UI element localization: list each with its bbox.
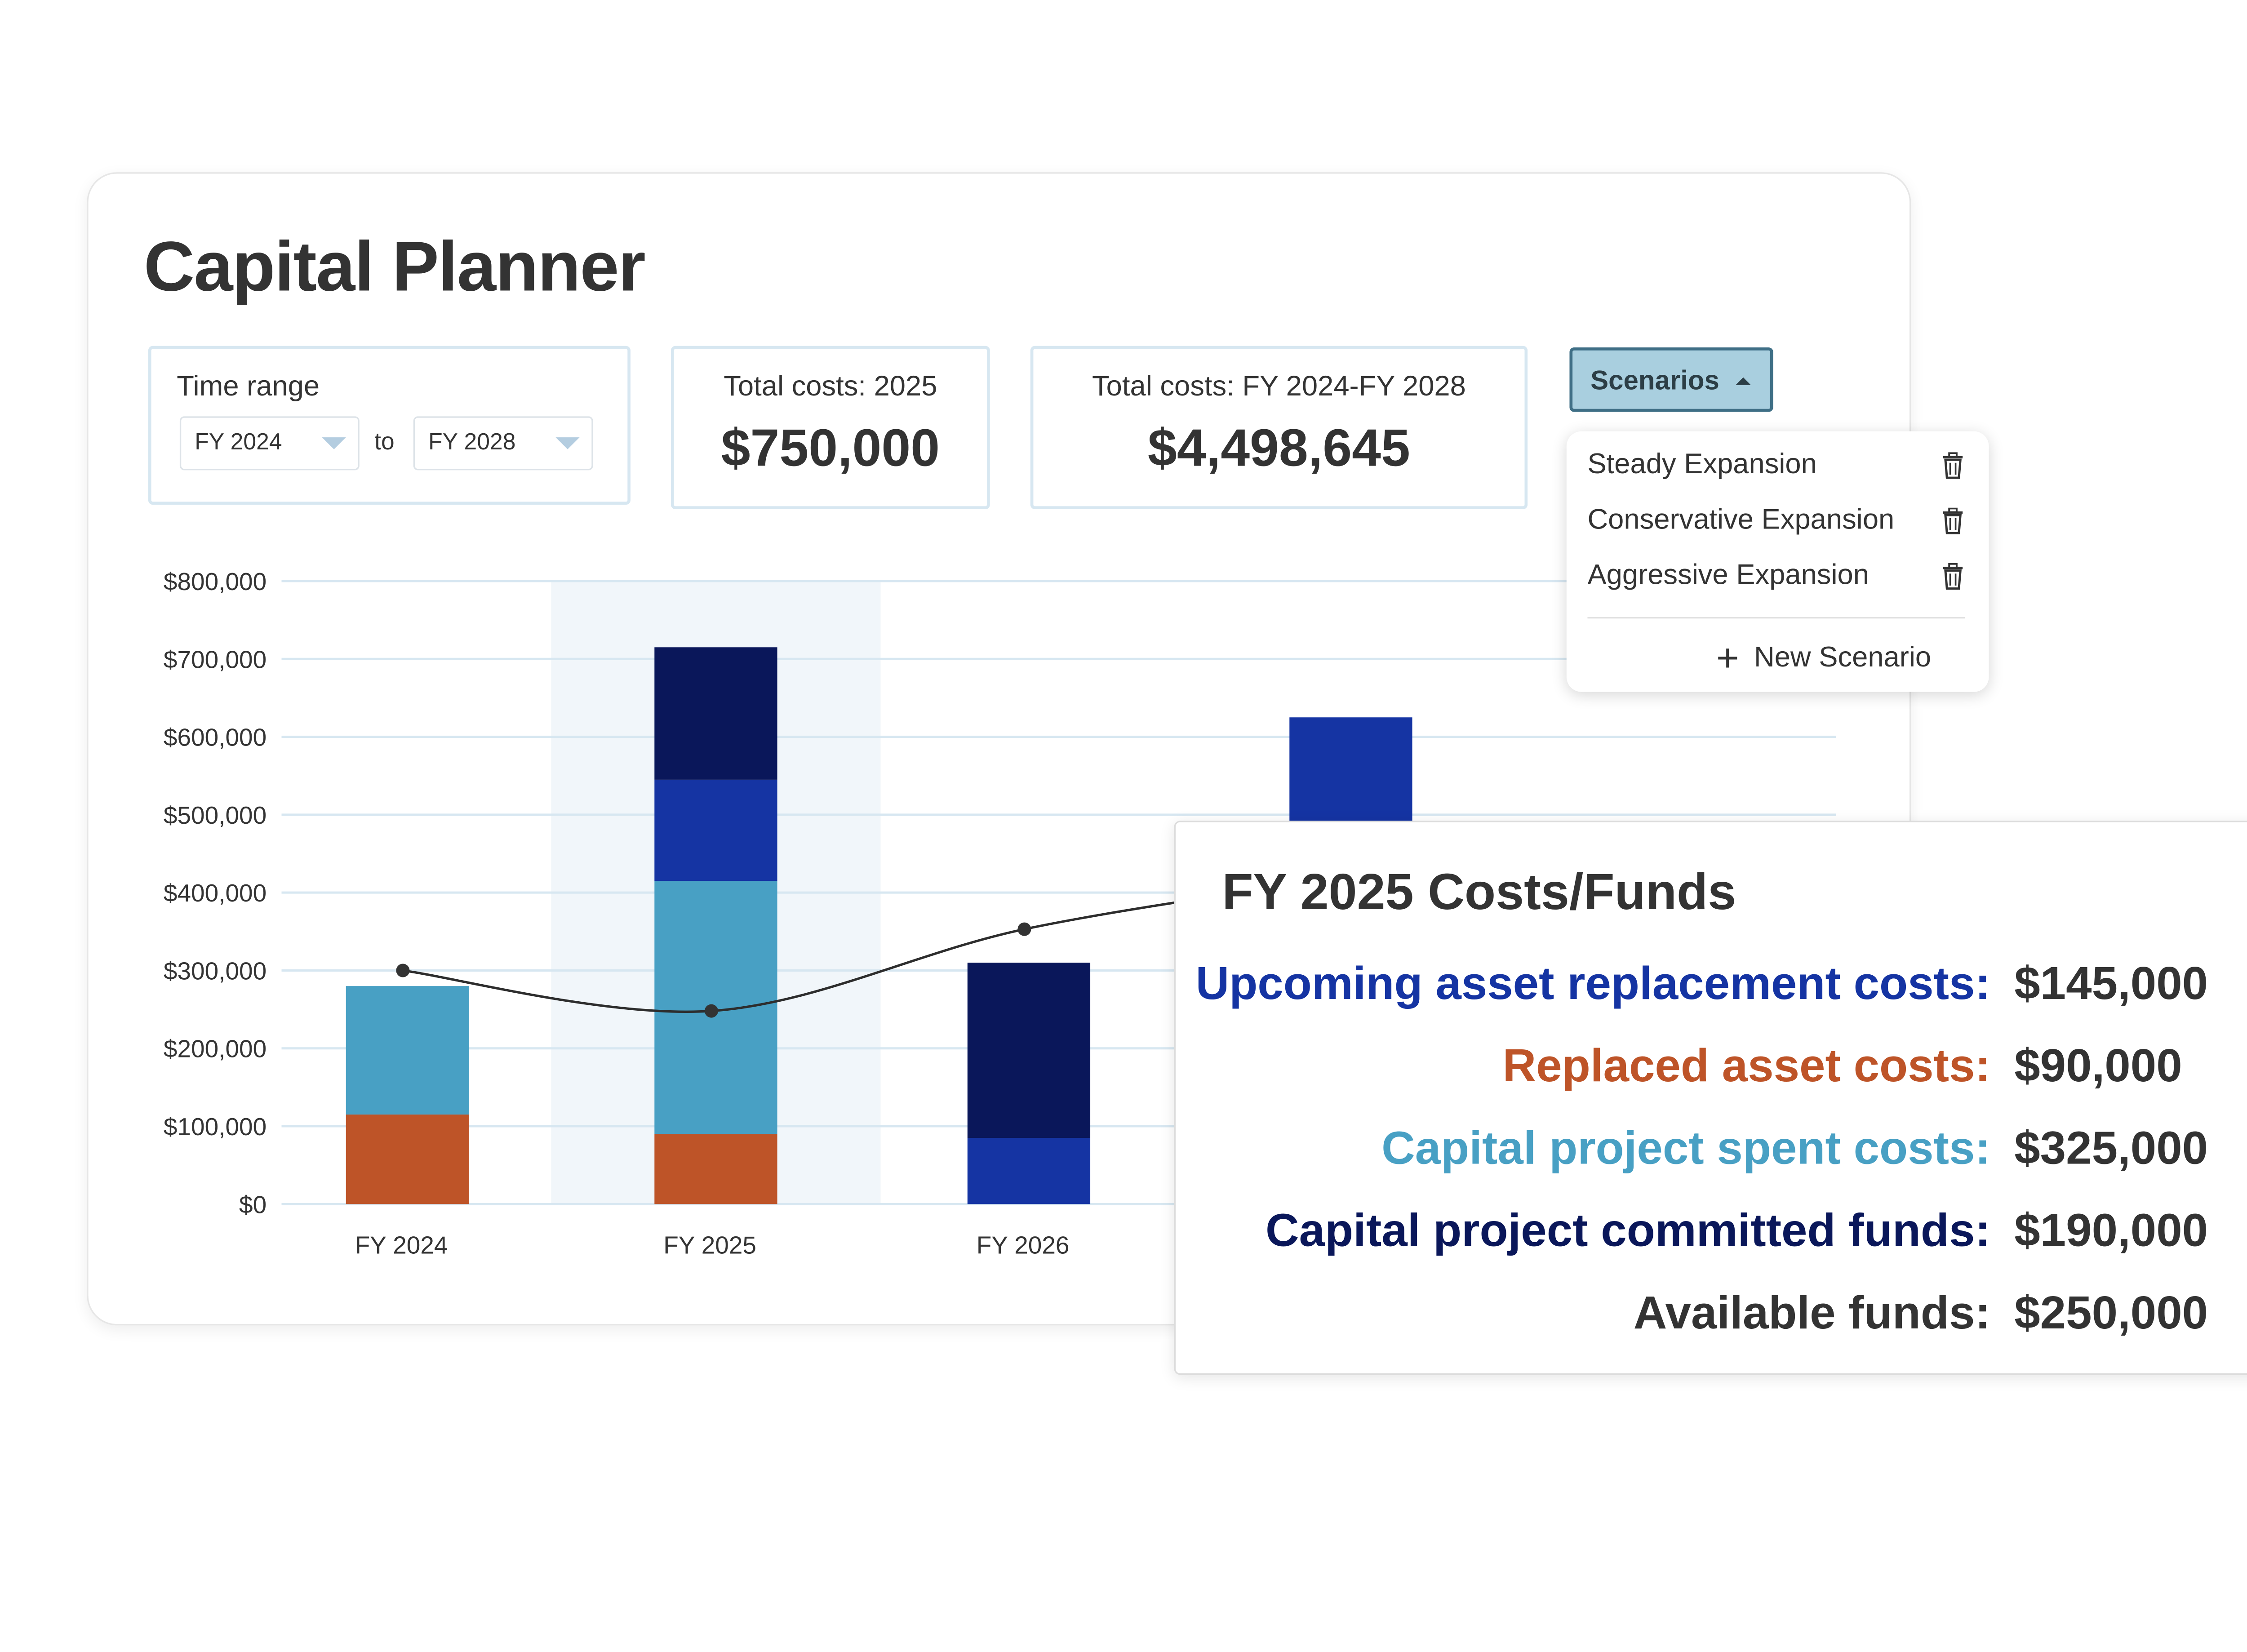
tooltip-label: Upcoming asset replacement costs:: [1195, 957, 1990, 1010]
caret-up-icon: [1736, 377, 1751, 385]
x-tick-label: FY 2025: [663, 1231, 756, 1259]
time-range-to-label: to: [374, 430, 395, 456]
tooltip-value: $190,000: [2014, 1204, 2208, 1257]
y-tick-label: $700,000: [164, 645, 266, 673]
y-tick-label: $200,000: [164, 1035, 266, 1063]
bar-segment-upcoming: [967, 1138, 1091, 1204]
tooltip-value: $145,000: [2014, 957, 2208, 1010]
x-tick-label: FY 2026: [977, 1231, 1070, 1259]
chevron-down-icon: [322, 437, 346, 449]
tooltip-label: Capital project committed funds:: [1266, 1204, 1990, 1257]
y-tick-label: $0: [239, 1190, 266, 1218]
bar-segment-replaced: [346, 1115, 469, 1204]
time-range-to-value: FY 2028: [428, 430, 516, 456]
total-costs-range-box: [1030, 346, 1528, 510]
new-scenario-label: New Scenario: [1754, 642, 1932, 674]
total-costs-year-label: Total costs: 2025: [724, 371, 937, 403]
y-tick-label: $300,000: [164, 957, 266, 985]
tooltip-row-spent: Capital project spent costs: $325,000: [1176, 1122, 2247, 1181]
trash-icon[interactable]: [1942, 563, 1963, 590]
bar-segment-upcoming: [654, 779, 777, 881]
scenario-item-steady[interactable]: Steady Expansion: [1587, 449, 1817, 481]
time-range-from-select[interactable]: FY 2024: [179, 416, 360, 471]
available-funds-point: [396, 964, 410, 977]
tooltip-value: $325,000: [2014, 1122, 2208, 1174]
y-tick-label: $500,000: [164, 801, 266, 829]
scenarios-dropdown: Steady Expansion Conservative Expansion …: [1566, 431, 1989, 692]
bar-segment-committed: [654, 647, 777, 780]
chevron-down-icon: [555, 437, 580, 449]
dropdown-divider: [1587, 617, 1965, 619]
tooltip-title: FY 2025 Costs/Funds: [1222, 864, 1736, 921]
y-tick-label: $100,000: [164, 1113, 266, 1141]
tooltip-label: Replaced asset costs:: [1502, 1039, 1990, 1092]
time-range-label: Time range: [177, 371, 320, 403]
new-scenario-button[interactable]: + New Scenario: [1716, 635, 1931, 681]
tooltip-value: $250,000: [2014, 1286, 2208, 1339]
tooltip-row-available: Available funds: $250,000: [1176, 1287, 2247, 1346]
tooltip-row-replaced: Replaced asset costs: $90,000: [1176, 1039, 2247, 1099]
available-funds-point: [704, 1004, 718, 1018]
tooltip-label: Available funds:: [1633, 1286, 1990, 1339]
tooltip-row-upcoming: Upcoming asset replacement costs: $145,0…: [1176, 957, 2247, 1017]
time-range-from-value: FY 2024: [195, 430, 282, 456]
bar-segment-replaced: [654, 1134, 777, 1204]
y-tick-label: $400,000: [164, 879, 266, 907]
total-costs-range-value: $4,498,645: [1148, 419, 1410, 478]
trash-icon[interactable]: [1942, 507, 1963, 535]
tooltip-row-committed: Capital project committed funds: $190,00…: [1176, 1204, 2247, 1264]
y-tick-label: $600,000: [164, 724, 266, 751]
scenario-item-conservative[interactable]: Conservative Expansion: [1587, 505, 1895, 537]
plus-icon: +: [1716, 635, 1739, 680]
x-tick-label: FY 2024: [355, 1231, 448, 1259]
fy2025-tooltip: FY 2025 Costs/Funds Upcoming asset repla…: [1174, 821, 2247, 1375]
scenarios-button-label: Scenarios: [1590, 365, 1719, 395]
time-range-to-select[interactable]: FY 2028: [413, 416, 593, 471]
y-tick-label: $800,000: [164, 568, 266, 595]
page-title: Capital Planner: [143, 226, 646, 306]
bar-segment-spent: [346, 986, 469, 1115]
scenario-item-aggressive[interactable]: Aggressive Expansion: [1587, 560, 1869, 592]
tooltip-value: $90,000: [2014, 1039, 2182, 1092]
total-costs-range-label: Total costs: FY 2024-FY 2028: [1092, 371, 1466, 403]
trash-icon[interactable]: [1942, 452, 1963, 479]
bar-segment-committed: [967, 963, 1091, 1138]
scenarios-button[interactable]: Scenarios: [1569, 347, 1773, 412]
total-costs-year-box: [671, 346, 990, 510]
tooltip-label: Capital project spent costs:: [1381, 1122, 1990, 1174]
total-costs-year-value: $750,000: [721, 419, 940, 478]
available-funds-point: [1017, 922, 1031, 936]
